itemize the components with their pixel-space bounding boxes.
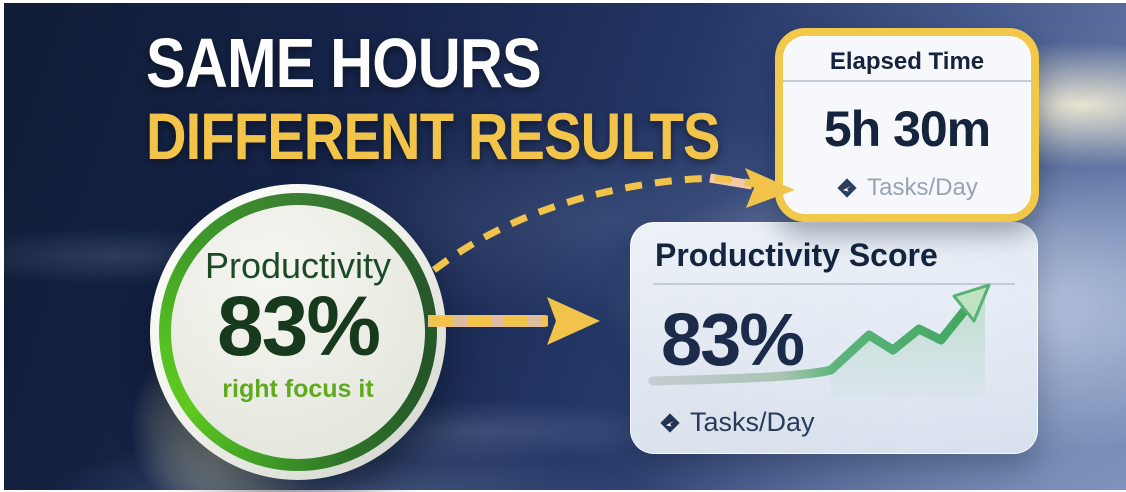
score-metric-label: Tasks/Day bbox=[690, 407, 815, 437]
score-card-divider bbox=[653, 283, 1015, 285]
headline: SAME HOURS DIFFERENT RESULTS bbox=[146, 28, 821, 169]
headline-line-2: DIFFERENT RESULTS bbox=[146, 99, 720, 173]
tasks-diamond-icon bbox=[660, 412, 680, 433]
elapsed-card-title: Elapsed Time bbox=[829, 48, 985, 75]
gauge-title: Productivity bbox=[204, 245, 392, 286]
productivity-score-card: Productivity Score 83% bbox=[630, 222, 1038, 454]
gauge-face: Productivity 83% right focus it bbox=[171, 205, 425, 459]
gauge-value: 83% bbox=[216, 279, 381, 373]
score-value: 83% bbox=[661, 298, 805, 381]
gauge-caption: right focus it bbox=[222, 374, 374, 403]
score-metric-row: Tasks/Day bbox=[659, 407, 815, 438]
trend-arrow-icon bbox=[952, 283, 991, 323]
elapsed-time-card: Elapsed Time 5h 30m Tasks/Day bbox=[775, 28, 1039, 222]
headline-line-1: SAME HOURS bbox=[146, 24, 542, 102]
elapsed-card-divider bbox=[783, 80, 1031, 82]
productivity-gauge: Productivity 83% right focus it bbox=[116, 184, 446, 492]
tasks-diamond-icon bbox=[837, 178, 857, 198]
elapsed-value: 5h 30m bbox=[823, 101, 991, 157]
elapsed-metric-row: Tasks/Day bbox=[783, 174, 1031, 202]
trend-area-fill bbox=[831, 297, 985, 397]
elapsed-metric-label: Tasks/Day bbox=[867, 174, 978, 201]
score-card-title: Productivity Score bbox=[655, 237, 938, 273]
